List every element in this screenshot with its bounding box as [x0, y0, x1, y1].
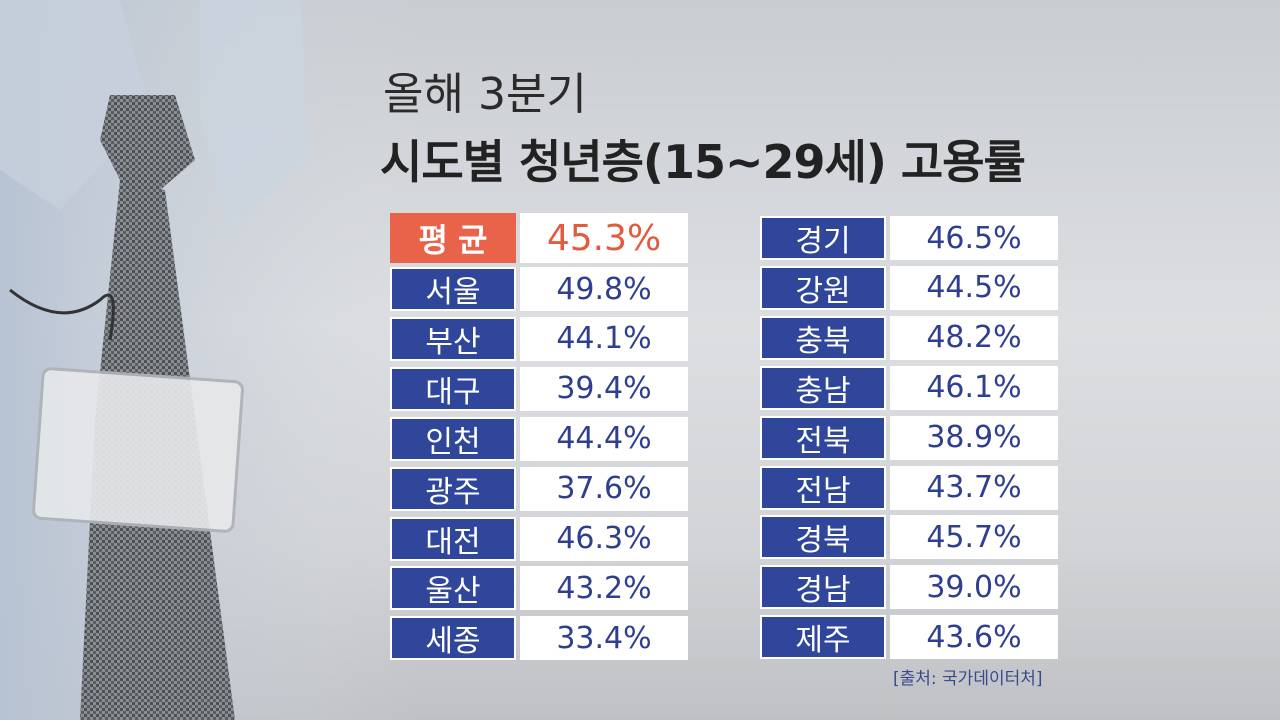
average-value: 45.3% [520, 213, 688, 263]
rate-value: 44.1% [520, 316, 688, 361]
rate-value: 43.2% [520, 566, 688, 611]
region-label: 경기 [760, 216, 886, 260]
rate-value: 49.8% [520, 267, 688, 311]
region-label: 부산 [390, 316, 516, 361]
rate-value: 37.6% [520, 466, 688, 511]
rate-value: 43.7% [890, 465, 1058, 510]
rate-value: 39.4% [520, 366, 688, 411]
rate-value: 39.0% [890, 565, 1058, 610]
source: [출처: 국가데이터처] [893, 669, 1043, 689]
region-label: 강원 [760, 265, 886, 310]
rate-value: 44.4% [520, 416, 688, 461]
region-label: 울산 [390, 566, 516, 611]
rate-value: 33.4% [520, 616, 688, 661]
region-label: 충북 [760, 315, 886, 360]
region-label: 제주 [760, 615, 886, 660]
average-label: 평균 [390, 213, 516, 263]
region-label: 경남 [760, 565, 886, 610]
region-label: 전남 [760, 465, 886, 510]
region-label: 대전 [390, 516, 516, 561]
rate-value: 46.1% [890, 365, 1058, 410]
region-label: 경북 [760, 515, 886, 560]
rate-value: 44.5% [890, 265, 1058, 310]
rate-value: 45.7% [890, 515, 1058, 560]
region-label: 광주 [390, 466, 516, 511]
rate-value: 46.3% [520, 516, 688, 561]
region-label: 세종 [390, 616, 516, 661]
rate-value: 48.2% [890, 315, 1058, 360]
region-label: 대구 [390, 366, 516, 411]
region-label: 전북 [760, 415, 886, 460]
region-label: 서울 [390, 267, 516, 311]
rate-value: 38.9% [890, 415, 1058, 460]
rate-value: 43.6% [890, 615, 1058, 660]
rate-value: 46.5% [890, 216, 1058, 260]
title: 시도별 청년층(15~29세) 고용률 [380, 135, 1026, 189]
region-label: 인천 [390, 416, 516, 461]
subtitle: 올해 3분기 [383, 69, 587, 120]
region-label: 충남 [760, 365, 886, 410]
